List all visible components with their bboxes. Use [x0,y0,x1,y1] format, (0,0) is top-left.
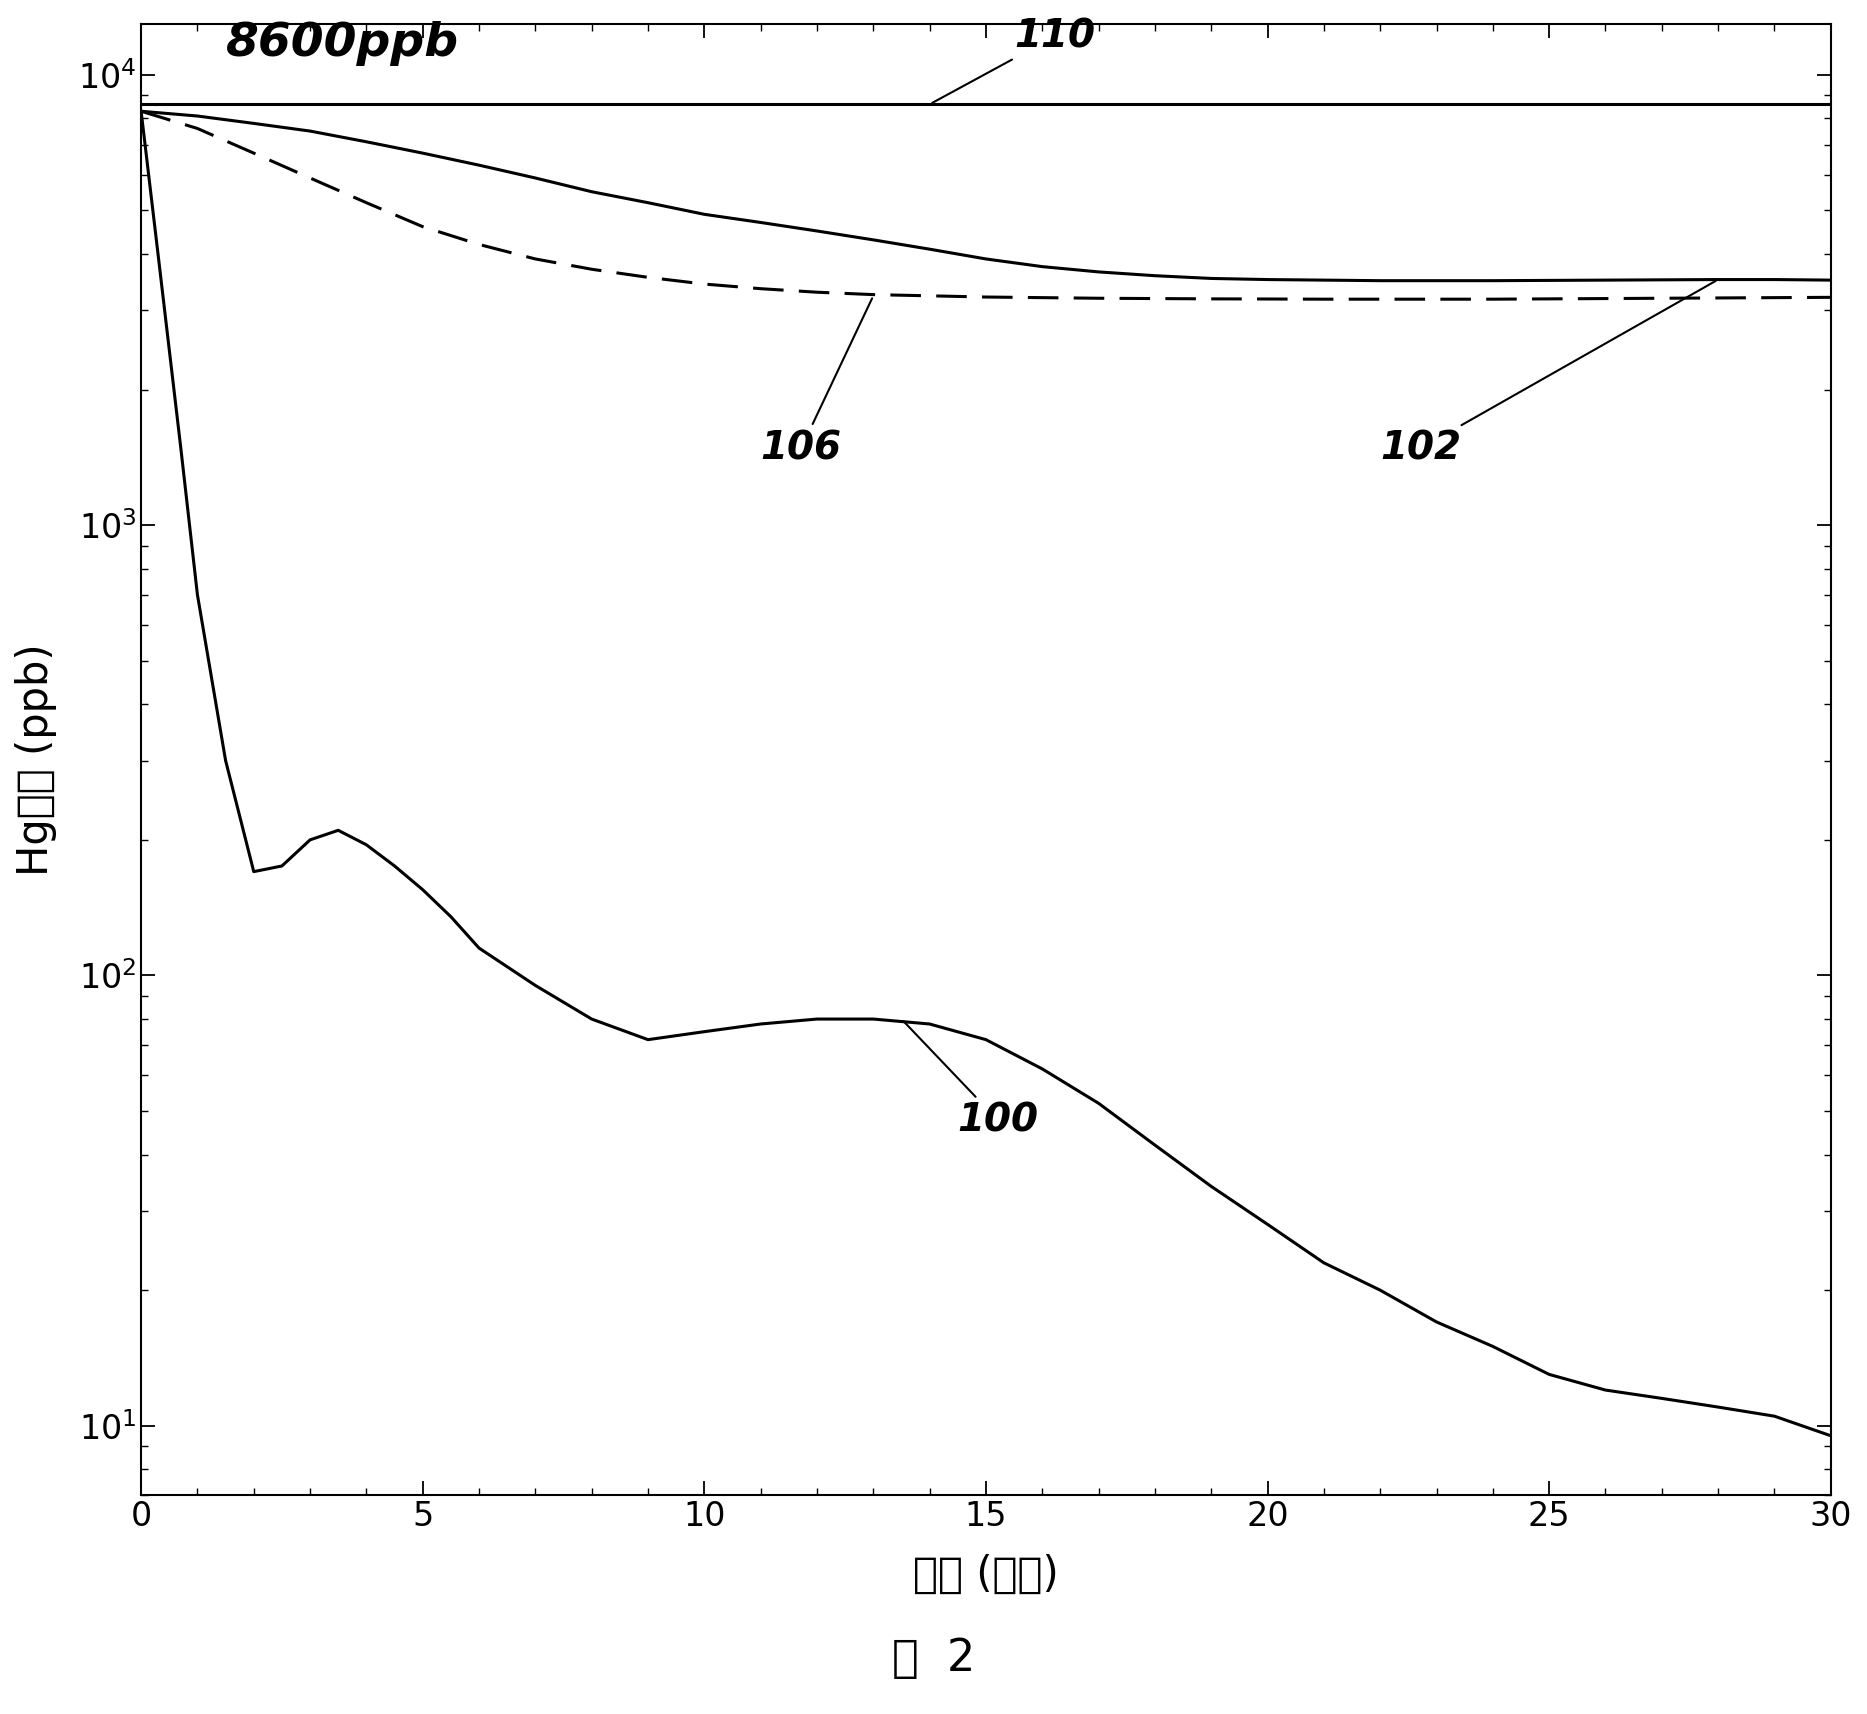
Text: 100: 100 [904,1022,1038,1140]
Y-axis label: Hg浓度 (ppb): Hg浓度 (ppb) [15,643,58,876]
X-axis label: 时间 (分钟): 时间 (分钟) [913,1555,1059,1596]
Text: 图  2: 图 2 [892,1637,975,1680]
Text: 106: 106 [760,298,872,468]
Text: 8600ppb: 8600ppb [226,21,459,67]
Text: 110: 110 [932,17,1096,103]
Text: 102: 102 [1380,281,1716,468]
